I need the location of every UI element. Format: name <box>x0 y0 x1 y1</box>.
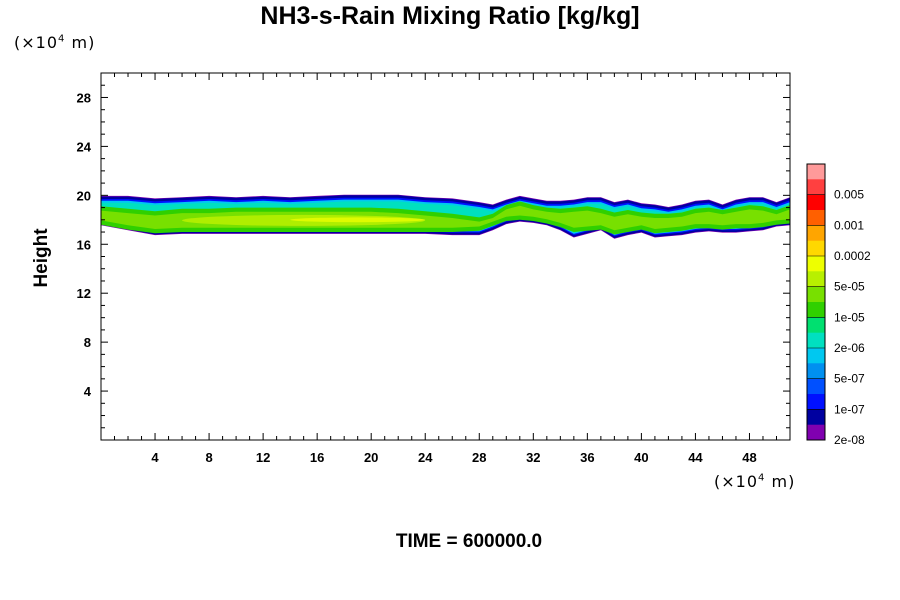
x-tick-label: 20 <box>364 450 378 465</box>
legend-swatch <box>807 225 825 242</box>
legend-swatch <box>807 302 825 318</box>
legend-swatch <box>807 179 825 196</box>
legend-swatch <box>807 240 825 257</box>
legend-swatch <box>807 317 825 334</box>
legend-swatch <box>807 348 825 364</box>
x-tick-label: 44 <box>688 450 703 465</box>
x-axis-unit: (×104 m) <box>714 472 796 491</box>
x-tick-label: 32 <box>526 450 540 465</box>
legend-label: 2e-08 <box>834 433 865 447</box>
band-peak-highlight <box>290 217 426 223</box>
y-tick-label: 20 <box>77 188 91 203</box>
legend-swatch <box>807 256 825 272</box>
legend-label: 1e-07 <box>834 402 865 416</box>
legend-swatch <box>807 332 825 349</box>
time-footer: TIME = 600000.0 <box>395 531 543 552</box>
legend-label: 2e-06 <box>834 341 865 355</box>
legend-label: 5e-05 <box>834 280 865 294</box>
chart-title: NH3-s-Rain Mixing Ratio [kg/kg] <box>260 2 640 30</box>
legend-swatch <box>807 194 825 211</box>
y-tick-label: 28 <box>77 90 91 105</box>
legend-swatch <box>807 378 825 395</box>
legend-label: 5e-07 <box>834 372 865 386</box>
legend-swatch <box>807 409 825 426</box>
y-tick-label: 8 <box>84 335 91 350</box>
legend-label: 0.005 <box>834 188 864 202</box>
x-tick-label: 28 <box>472 450 486 465</box>
y-tick-label: 12 <box>77 286 91 301</box>
legend-swatch <box>807 424 825 441</box>
legend-label: 0.001 <box>834 218 864 232</box>
legend-swatch <box>807 286 825 303</box>
x-tick-label: 16 <box>310 450 324 465</box>
x-tick-label: 48 <box>742 450 756 465</box>
legend-swatch <box>807 271 825 288</box>
legend-swatch <box>807 363 825 380</box>
plot-frame <box>100 72 791 441</box>
y-axis-unit: (×104 m) <box>14 33 96 52</box>
x-tick-label: 12 <box>256 450 270 465</box>
legend-swatch <box>807 164 825 180</box>
x-tick-label: 36 <box>580 450 594 465</box>
legend-swatch <box>807 394 825 410</box>
y-tick-label: 16 <box>77 237 91 252</box>
x-tick-label: 40 <box>634 450 648 465</box>
legend-label: 1e-05 <box>834 310 865 324</box>
y-tick-label: 4 <box>84 384 92 399</box>
x-tick-label: 24 <box>418 450 433 465</box>
y-tick-label: 24 <box>77 139 92 154</box>
legend-swatch <box>807 210 825 226</box>
legend-label: 0.0002 <box>834 249 871 263</box>
x-tick-label: 8 <box>205 450 212 465</box>
x-tick-label: 4 <box>151 450 159 465</box>
